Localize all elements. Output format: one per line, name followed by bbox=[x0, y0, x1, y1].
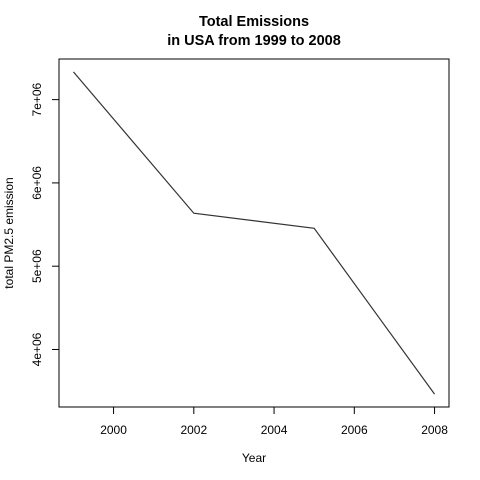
y-tick-label: 5e+06 bbox=[30, 249, 44, 283]
y-tick-label: 7e+06 bbox=[30, 82, 44, 116]
x-axis: 2000 2002 2004 2006 2008 bbox=[100, 406, 448, 437]
x-axis-title: Year bbox=[242, 451, 266, 465]
x-tick-label: 2002 bbox=[180, 423, 207, 437]
x-tick-label: 2008 bbox=[421, 423, 448, 437]
series-layer bbox=[72, 71, 436, 395]
y-tick-label: 6e+06 bbox=[30, 166, 44, 200]
plot-frame bbox=[58, 58, 450, 408]
x-tick-label: 2004 bbox=[261, 423, 288, 437]
x-tick-label: 2000 bbox=[100, 423, 127, 437]
y-tick-label: 4e+06 bbox=[30, 332, 44, 366]
x-tick-label: 2006 bbox=[341, 423, 368, 437]
y-axis: 4e+06 5e+06 6e+06 7e+06 bbox=[30, 82, 60, 366]
chart-title-line-1: Total Emissions bbox=[199, 14, 309, 30]
chart-title-line-2: in USA from 1999 to 2008 bbox=[167, 33, 341, 49]
y-axis-title: total PM2.5 emission bbox=[2, 177, 16, 288]
series-line-0 bbox=[72, 71, 436, 395]
